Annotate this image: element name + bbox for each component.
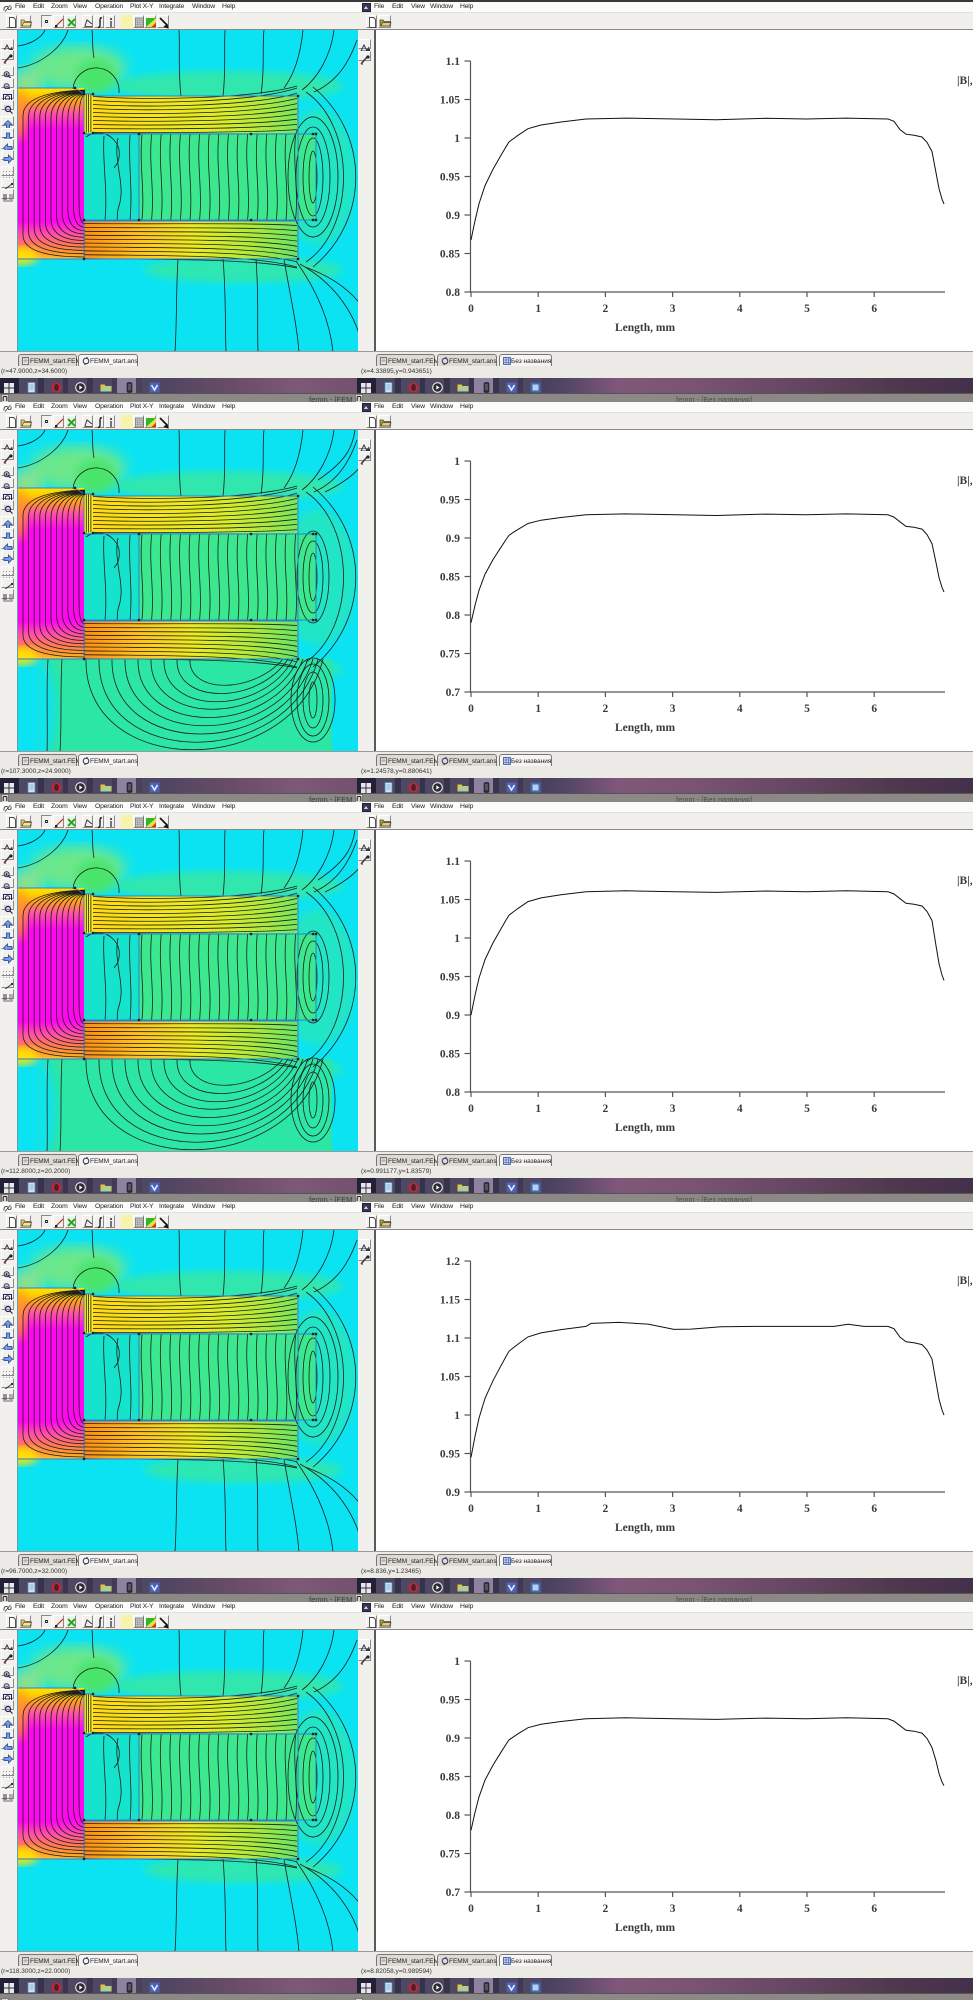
svg-text:0.85: 0.85 <box>440 1048 460 1060</box>
svg-text:0: 0 <box>468 1103 474 1115</box>
svg-text:0.95: 0.95 <box>440 494 460 506</box>
svg-text:Length, mm: Length, mm <box>615 1922 675 1934</box>
svg-text:1.05: 1.05 <box>440 894 460 906</box>
svg-text:2: 2 <box>603 703 609 715</box>
svg-text:3: 3 <box>670 303 676 315</box>
svg-text:1.05: 1.05 <box>440 1371 460 1383</box>
svg-text:1.1: 1.1 <box>446 1333 461 1345</box>
svg-text:1: 1 <box>535 703 541 715</box>
svg-text:|B|,: |B|, <box>957 475 973 487</box>
svg-text:0: 0 <box>468 1903 474 1915</box>
svg-text:3: 3 <box>670 703 676 715</box>
svg-text:Length, mm: Length, mm <box>615 722 675 734</box>
svg-text:0.95: 0.95 <box>440 971 460 983</box>
svg-text:0.95: 0.95 <box>440 171 460 183</box>
svg-text:0.75: 0.75 <box>440 1848 460 1860</box>
svg-text:|B|,: |B|, <box>957 875 973 887</box>
svg-text:5: 5 <box>804 1903 810 1915</box>
svg-text:5: 5 <box>804 303 810 315</box>
svg-text:1: 1 <box>454 456 460 468</box>
svg-text:6: 6 <box>871 303 877 315</box>
svg-text:1: 1 <box>535 1103 541 1115</box>
svg-text:2: 2 <box>603 1503 609 1515</box>
svg-text:1: 1 <box>454 1656 460 1668</box>
svg-text:0.8: 0.8 <box>446 1810 461 1822</box>
svg-text:Length, mm: Length, mm <box>615 322 675 334</box>
svg-text:0.85: 0.85 <box>440 571 460 583</box>
svg-text:0.9: 0.9 <box>446 1733 461 1745</box>
svg-text:1: 1 <box>535 1503 541 1515</box>
svg-text:0.9: 0.9 <box>446 1487 461 1499</box>
svg-text:|B|,: |B|, <box>957 75 973 87</box>
svg-text:0.95: 0.95 <box>440 1448 460 1460</box>
svg-text:4: 4 <box>737 303 743 315</box>
svg-text:Length, mm: Length, mm <box>615 1122 675 1134</box>
svg-text:0.85: 0.85 <box>440 1771 460 1783</box>
svg-text:4: 4 <box>737 703 743 715</box>
svg-text:2: 2 <box>603 303 609 315</box>
svg-text:1.1: 1.1 <box>446 856 461 868</box>
svg-text:0.7: 0.7 <box>446 687 461 699</box>
svg-text:3: 3 <box>670 1103 676 1115</box>
svg-text:4: 4 <box>737 1103 743 1115</box>
svg-text:1: 1 <box>454 933 460 945</box>
svg-text:1: 1 <box>454 133 460 145</box>
svg-text:1.15: 1.15 <box>440 1294 460 1306</box>
svg-text:3: 3 <box>670 1903 676 1915</box>
svg-text:0.85: 0.85 <box>440 248 460 260</box>
svg-text:1.2: 1.2 <box>446 1256 461 1268</box>
svg-text:|B|,: |B|, <box>957 1675 973 1687</box>
svg-text:1: 1 <box>535 303 541 315</box>
svg-text:0.9: 0.9 <box>446 210 461 222</box>
svg-text:0: 0 <box>468 1503 474 1515</box>
svg-text:3: 3 <box>670 1503 676 1515</box>
svg-text:0.95: 0.95 <box>440 1694 460 1706</box>
svg-text:1: 1 <box>535 1903 541 1915</box>
svg-text:6: 6 <box>871 703 877 715</box>
svg-text:0.8: 0.8 <box>446 287 461 299</box>
svg-text:4: 4 <box>737 1903 743 1915</box>
svg-text:0.8: 0.8 <box>446 610 461 622</box>
svg-text:0: 0 <box>468 703 474 715</box>
svg-text:Length, mm: Length, mm <box>615 1522 675 1534</box>
svg-text:0.7: 0.7 <box>446 1887 461 1899</box>
svg-text:0.9: 0.9 <box>446 1010 461 1022</box>
svg-text:0.9: 0.9 <box>446 533 461 545</box>
svg-text:4: 4 <box>737 1503 743 1515</box>
svg-text:6: 6 <box>871 1903 877 1915</box>
svg-text:0: 0 <box>468 303 474 315</box>
svg-text:2: 2 <box>603 1103 609 1115</box>
svg-text:5: 5 <box>804 1503 810 1515</box>
svg-text:2: 2 <box>603 1903 609 1915</box>
svg-text:5: 5 <box>804 703 810 715</box>
svg-text:1: 1 <box>454 1410 460 1422</box>
svg-text:1.05: 1.05 <box>440 94 460 106</box>
svg-text:|B|,: |B|, <box>957 1275 973 1287</box>
svg-text:6: 6 <box>871 1103 877 1115</box>
svg-text:0.75: 0.75 <box>440 648 460 660</box>
svg-text:0.8: 0.8 <box>446 1087 461 1099</box>
svg-text:5: 5 <box>804 1103 810 1115</box>
svg-text:6: 6 <box>871 1503 877 1515</box>
svg-text:1.1: 1.1 <box>446 56 461 68</box>
